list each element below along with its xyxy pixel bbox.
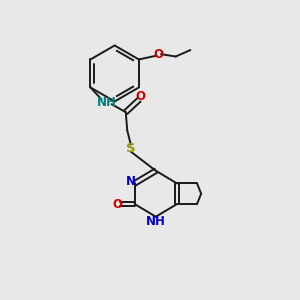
Text: N: N bbox=[126, 176, 136, 188]
Text: NH: NH bbox=[97, 96, 117, 109]
Text: NH: NH bbox=[146, 215, 166, 229]
Text: O: O bbox=[135, 90, 145, 103]
Text: O: O bbox=[153, 48, 163, 61]
Text: O: O bbox=[112, 197, 122, 211]
Text: S: S bbox=[126, 142, 136, 154]
